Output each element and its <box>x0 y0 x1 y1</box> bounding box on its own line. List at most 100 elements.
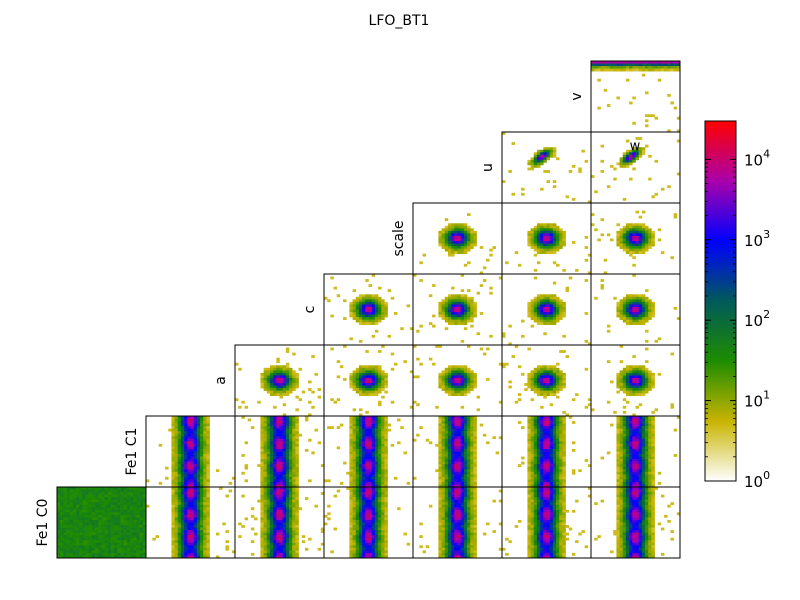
hist-bin <box>642 391 645 394</box>
hist-bin <box>124 535 127 538</box>
hist-bin <box>203 472 206 475</box>
hist-bin <box>464 459 467 462</box>
hist-bin <box>537 165 540 168</box>
hist-bin <box>121 553 124 556</box>
hist-bin <box>461 429 464 432</box>
hist-bin <box>235 363 238 366</box>
hist-bin <box>98 515 101 518</box>
hist-bin <box>57 538 60 541</box>
hist-bin <box>280 429 283 432</box>
hist-bin <box>384 457 387 460</box>
hist-bin <box>438 482 441 485</box>
hist-bin <box>92 550 95 553</box>
hist-bin <box>191 436 194 439</box>
hist-bin <box>178 472 181 475</box>
hist-bin <box>353 444 356 447</box>
hist-bin <box>369 368 372 371</box>
hist-bin <box>464 307 467 310</box>
hist-bin <box>384 439 387 442</box>
hist-bin <box>98 492 101 495</box>
hist-bin <box>206 482 209 485</box>
hist-bin <box>89 550 92 553</box>
hist-bin <box>664 66 667 69</box>
hist-bin <box>130 505 133 508</box>
hist-bin <box>372 302 375 305</box>
hist-bin <box>451 474 454 477</box>
hist-bin <box>108 520 111 523</box>
hist-bin <box>467 299 470 302</box>
hist-bin <box>632 467 635 470</box>
hist-bin <box>184 462 187 465</box>
hist-bin <box>454 439 457 442</box>
hist-bin <box>73 535 76 538</box>
hist-bin <box>403 360 406 363</box>
hist-bin <box>270 429 273 432</box>
hist-bin <box>629 479 632 482</box>
hist-bin <box>375 477 378 480</box>
hist-bin <box>556 452 559 455</box>
hist-bin <box>133 500 136 503</box>
hist-bin <box>102 533 105 536</box>
hist-bin <box>648 312 651 315</box>
hist-bin <box>616 426 619 429</box>
hist-bin <box>359 436 362 439</box>
hist-bin <box>362 482 365 485</box>
hist-bin <box>264 446 267 449</box>
hist-bin <box>629 431 632 434</box>
hist-bin <box>610 69 613 72</box>
hist-bin <box>171 550 174 553</box>
hist-bin <box>184 424 187 427</box>
hist-bin <box>553 365 556 368</box>
hist-bin <box>270 365 273 368</box>
hist-bin <box>473 302 476 305</box>
hist-bin <box>458 472 461 475</box>
hist-bin <box>108 540 111 543</box>
hist-bin <box>429 358 432 361</box>
hist-bin <box>63 545 66 548</box>
hist-bin <box>642 426 645 429</box>
hist-bin <box>353 469 356 472</box>
hist-bin <box>432 325 435 328</box>
hist-bin <box>642 457 645 460</box>
hist-bin <box>445 431 448 434</box>
hist-bin <box>534 378 537 381</box>
hist-bin <box>458 365 461 368</box>
hist-bin <box>375 368 378 371</box>
hist-bin <box>461 251 464 254</box>
hist-bin <box>550 226 553 229</box>
hist-bin <box>632 462 635 465</box>
hist-bin <box>82 515 85 518</box>
hist-bin <box>445 246 448 249</box>
hist-bin <box>283 479 286 482</box>
hist-bin <box>559 429 562 432</box>
hist-bin <box>547 393 550 396</box>
hist-bin <box>140 533 143 536</box>
hist-bin <box>206 439 209 442</box>
hist-bin <box>178 444 181 447</box>
hist-bin <box>470 310 473 313</box>
hist-bin <box>464 434 467 437</box>
hist-bin <box>175 434 178 437</box>
hist-bin <box>464 457 467 460</box>
hist-bin <box>372 335 375 338</box>
hist-bin <box>181 429 184 432</box>
hist-bin <box>194 472 197 475</box>
hist-bin <box>642 477 645 480</box>
hist-bin <box>356 426 359 429</box>
hist-bin <box>451 241 454 244</box>
hist-bin <box>629 233 632 236</box>
hist-bin <box>136 520 139 523</box>
hist-bin <box>674 64 677 67</box>
hist-bin <box>140 545 143 548</box>
hist-bin <box>178 477 181 480</box>
hist-bin <box>467 239 470 242</box>
hist-bin <box>260 386 263 389</box>
hist-bin <box>365 315 368 318</box>
hist-bin <box>114 495 117 498</box>
panel-a-vs-scale <box>413 345 502 416</box>
hist-bin <box>648 467 651 470</box>
hist-bin <box>464 246 467 249</box>
hist-bin <box>531 434 534 437</box>
hist-bin <box>270 370 273 373</box>
hist-bin <box>359 477 362 480</box>
